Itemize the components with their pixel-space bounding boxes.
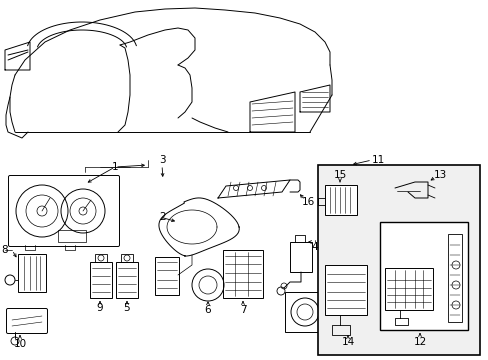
Text: 11: 11 (370, 155, 384, 165)
Text: 2: 2 (160, 212, 166, 222)
Bar (317, 165, 479, 355)
Text: 7: 7 (239, 305, 246, 315)
Bar (285, 292, 325, 332)
Text: 13: 13 (432, 170, 446, 180)
Bar (325, 265, 366, 315)
Text: 14: 14 (341, 337, 354, 347)
Text: 12: 12 (412, 337, 426, 347)
Bar (325, 185, 356, 215)
Text: 3: 3 (159, 155, 165, 165)
Text: 8: 8 (1, 245, 8, 255)
Bar (95, 254, 107, 262)
Text: 6: 6 (204, 305, 211, 315)
Bar (90, 262, 112, 298)
Text: 4: 4 (311, 242, 318, 252)
Bar (289, 242, 311, 272)
Text: 10: 10 (13, 339, 26, 349)
Bar (447, 234, 461, 322)
Text: 16: 16 (301, 197, 314, 207)
Bar (379, 222, 467, 330)
Text: 9: 9 (97, 303, 103, 313)
Bar (384, 268, 432, 310)
Bar (223, 250, 263, 298)
Text: 15: 15 (333, 170, 346, 180)
Bar (155, 257, 179, 295)
Text: 5: 5 (123, 303, 130, 313)
Bar (121, 254, 133, 262)
Bar (58, 230, 86, 242)
Bar (116, 262, 138, 298)
Bar (18, 254, 46, 292)
Text: 1: 1 (111, 162, 118, 172)
